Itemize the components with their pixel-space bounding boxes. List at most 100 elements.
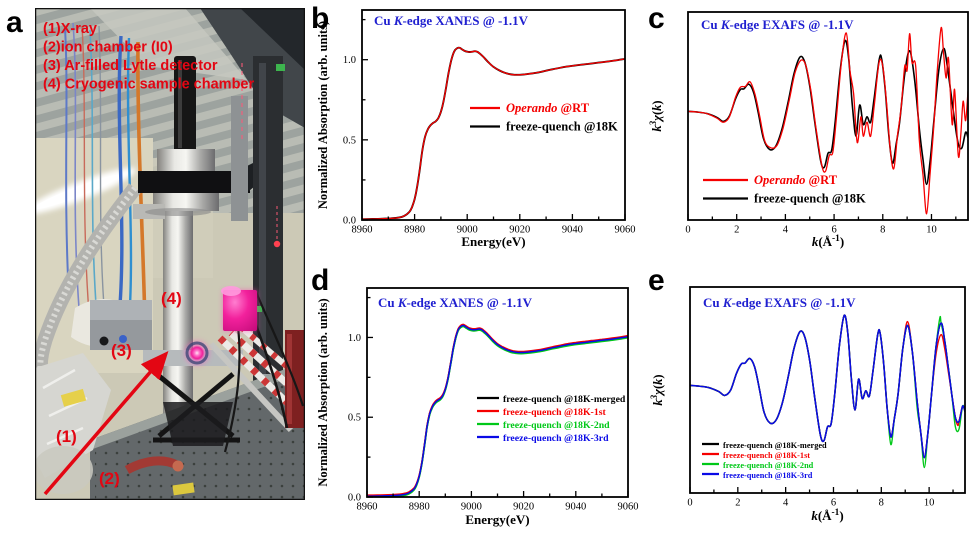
y-axis-label: Normalized Absorption (arb. units) xyxy=(316,298,330,486)
x-tick-label: 9040 xyxy=(565,502,586,513)
laser-dot xyxy=(273,240,281,248)
plot-frame xyxy=(689,286,966,494)
legend-label: freeze-quench @18K xyxy=(506,120,618,134)
beam-path-arrow xyxy=(43,351,169,496)
panel-label-c: c xyxy=(648,2,665,35)
legend: Operando @RT freeze-quench @18K xyxy=(703,173,866,206)
plot-area xyxy=(688,26,968,215)
x-tick-label: 4 xyxy=(783,498,789,509)
x-axis-label: Energy(eV) xyxy=(461,234,525,249)
x-tick-label: 10 xyxy=(924,498,935,509)
series-freeze-quench-18k-merged xyxy=(690,314,965,459)
x-tick-label: 9040 xyxy=(562,225,583,236)
x-tick-label: 9020 xyxy=(513,502,534,513)
sample-glow xyxy=(185,63,281,365)
y-tick-label: 0.0 xyxy=(343,216,356,227)
y-axis-label: Normalized Absorption (arb. units) xyxy=(316,21,330,209)
x-tick-label: 8960 xyxy=(352,225,373,236)
panel-a-photo: (1)X-ray (2)ion chamber (I0) (3) Ar-fill… xyxy=(35,8,305,500)
panel-label-a: a xyxy=(6,6,23,39)
marker-2: (2) xyxy=(99,469,120,488)
panel-d: 8960 8980 9000 9020 9040 9060 0.0 0.5 1.0 Cu K-ed… xyxy=(310,262,645,533)
chart-xanes-repeats: 8960 8980 9000 9020 9040 9060 0.0 0.5 1.0 Cu K-ed… xyxy=(316,287,639,527)
panel-label-e: e xyxy=(648,264,665,297)
x-tick-label: 10 xyxy=(926,225,937,236)
y-axis-label: k3χ(k) xyxy=(649,374,665,405)
chart-exafs-comparison: 0 2 4 6 8 10 Cu K-edge EXAFS @ -1.1V k(Å-1) k3χ(… xyxy=(648,11,969,249)
panel-label-b: b xyxy=(311,2,330,35)
legend-label: freeze-quench @18K xyxy=(754,192,866,206)
panel-e: 0 2 4 6 8 10 Cu K-edge EXAFS @ -1.1V k(Å-1) k3χ(… xyxy=(645,262,980,533)
tubes-right xyxy=(124,291,305,474)
axis-ticks xyxy=(687,214,957,220)
chart-xanes-comparison: 8960 8980 9000 9020 9040 9060 0.0 0.5 1.0 Cu K-ed… xyxy=(316,9,636,249)
blue-cable xyxy=(117,35,124,319)
legend-label: freeze-quench @18K-1st xyxy=(723,451,810,460)
chart-title: Cu K-edge EXAFS @ -1.1V xyxy=(703,295,856,310)
chart-exafs-repeats: 0 2 4 6 8 10 Cu K-edge EXAFS @ -1.1V k(Å-1) k3χ(… xyxy=(649,286,966,523)
y-axis-label: k3χ(k) xyxy=(648,100,664,131)
series-freeze-quench-18k-3rd xyxy=(367,324,628,497)
x-tick-label: 9000 xyxy=(461,502,482,513)
legend-label: freeze-quench @18K-2nd xyxy=(503,420,610,431)
x-tick-label: 2 xyxy=(735,498,740,509)
x-tick-label: 9000 xyxy=(457,225,478,236)
panel-c: 0 2 4 6 8 10 Cu K-edge EXAFS @ -1.1V k(Å-1) k3χ(… xyxy=(645,0,980,262)
mounting-bracket xyxy=(138,171,250,193)
x-tick-label: 6 xyxy=(831,498,836,509)
axis-ticks xyxy=(366,296,629,498)
series-operando-rt xyxy=(362,46,625,220)
x-axis-label: k(Å-1) xyxy=(812,234,844,249)
x-tick-label: 9020 xyxy=(509,225,530,236)
series-freeze-quench-18k-3rd xyxy=(690,314,965,459)
x-tick-label: 6 xyxy=(831,225,836,236)
marker-3: (3) xyxy=(111,341,132,360)
annotation-ion-chamber: (2)ion chamber (I0) xyxy=(43,40,173,56)
y-tick-label: 0.5 xyxy=(343,135,356,146)
y-tick-label: 1.0 xyxy=(348,333,361,344)
legend-label: Operando @RT xyxy=(506,101,590,115)
sample-spot xyxy=(189,345,205,361)
y-tick-label: 0.0 xyxy=(348,493,361,504)
axis-ticks xyxy=(361,18,626,221)
x-tick-label: 8 xyxy=(880,225,885,236)
panel-label-d: d xyxy=(311,264,330,297)
legend-label: freeze-quench @18K-merged xyxy=(503,394,626,405)
legend: Operando @RT freeze-quench @18K xyxy=(470,101,618,134)
x-tick-label: 4 xyxy=(783,225,789,236)
annotation-lytle: (3) Ar-filled Lytle detector xyxy=(43,58,218,74)
x-tick-label: 0 xyxy=(685,225,690,236)
legend: freeze-quench @18K-merged freeze-quench @… xyxy=(477,394,626,444)
x-tick-label: 8980 xyxy=(409,502,430,513)
legend-label: freeze-quench @18K-merged xyxy=(723,441,827,450)
plot-area xyxy=(362,46,625,220)
x-tick-label: 0 xyxy=(687,498,692,509)
legend-label: Operando @RT xyxy=(754,173,838,187)
beamline-photo: (1)X-ray (2)ion chamber (I0) (3) Ar-fill… xyxy=(35,8,305,500)
series-freeze-quench-18k xyxy=(688,39,968,186)
plot-frame xyxy=(366,287,629,498)
foil-wrap xyxy=(35,353,111,478)
legend-label: freeze-quench @18K-2nd xyxy=(723,461,814,470)
series-operando-rt xyxy=(688,26,968,215)
y-tick-label: 1.0 xyxy=(343,55,356,66)
panel-b: 8960 8980 9000 9020 9040 9060 0.0 0.5 1.0 Cu K-ed… xyxy=(310,0,645,262)
plot-frame xyxy=(687,11,969,221)
annotation-xray: (1)X-ray xyxy=(43,21,97,37)
axis-ticks xyxy=(689,487,954,493)
x-axis-label: Energy(eV) xyxy=(465,512,529,527)
x-tick-label: 8960 xyxy=(357,502,378,513)
chart-title: Cu K-edge EXAFS @ -1.1V xyxy=(701,17,854,32)
series-freeze-quench-18k-1st xyxy=(690,314,965,459)
x-tick-label: 9060 xyxy=(618,502,639,513)
photo-annotations: (1)X-ray (2)ion chamber (I0) (3) Ar-fill… xyxy=(43,21,254,496)
plot-area xyxy=(690,314,965,469)
legend-label: freeze-quench @18K-3rd xyxy=(503,433,609,444)
chart-title: Cu K-edge XANES @ -1.1V xyxy=(378,295,533,310)
plot-frame xyxy=(361,9,626,221)
plot-area xyxy=(367,323,628,497)
photo-border xyxy=(35,8,305,500)
x-tick-label: 8980 xyxy=(404,225,425,236)
